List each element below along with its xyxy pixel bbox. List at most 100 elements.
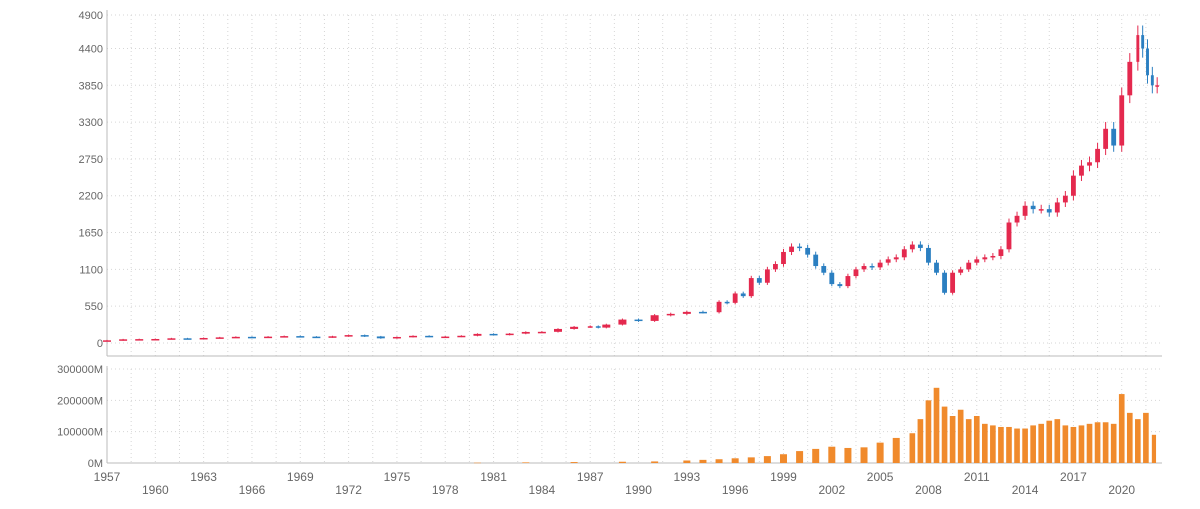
volume-bar (1086, 423, 1093, 463)
volume-bar (965, 419, 972, 463)
volume-bar (990, 425, 996, 463)
volume-bar (941, 406, 948, 463)
x-tick-label: 2020 (1108, 483, 1135, 497)
x-tick-label: 1990 (625, 483, 652, 497)
candle-body (837, 284, 843, 287)
candle-body (909, 244, 915, 250)
candle-body (135, 339, 144, 341)
volume-bar (1014, 428, 1020, 463)
x-tick-label: 2017 (1060, 470, 1087, 484)
volume-bar (715, 459, 723, 463)
candle-body (1119, 95, 1125, 146)
price-y-tick-label: 1650 (79, 228, 103, 240)
price-panel: 0 550 1100 1650 2200 2750 3300 3850 4400 4900 (79, 10, 1162, 357)
candle-body (853, 269, 859, 277)
candle-body (409, 335, 418, 338)
candle-body (732, 293, 738, 303)
candle-body (473, 333, 482, 336)
candle-body (926, 247, 931, 263)
candle-body (1155, 85, 1159, 87)
candle-body (247, 336, 256, 339)
volume-bar (1151, 434, 1157, 463)
volume-bar (957, 409, 964, 463)
candle-body (537, 331, 546, 334)
candle-body (167, 338, 176, 340)
candle-body (587, 326, 593, 328)
candle-body (441, 336, 450, 339)
candle-body (805, 247, 811, 255)
candle-body (1079, 165, 1084, 176)
volume-bar (1078, 425, 1085, 463)
candle-body (813, 254, 819, 267)
candle-body (1127, 61, 1133, 96)
volume-bar (982, 423, 988, 463)
volume-bar (651, 461, 659, 463)
volume-bar (1135, 419, 1141, 463)
volume-bar (949, 416, 956, 463)
candle-body (724, 301, 730, 304)
volume-bar (1046, 420, 1053, 463)
candle-body (344, 335, 353, 337)
candle-body (982, 257, 988, 260)
candle-body (602, 324, 611, 328)
x-tick-label: 1972 (335, 483, 362, 497)
volume-bar (763, 456, 771, 463)
x-tick-label: 1987 (577, 470, 604, 484)
volume-bar (860, 447, 868, 463)
candle-body (1030, 205, 1036, 210)
candle-body (974, 259, 980, 263)
volume-bar (1038, 423, 1045, 463)
candle-body (917, 244, 923, 248)
candle-body (119, 339, 128, 341)
x-tick-label: 1999 (770, 470, 797, 484)
candle-body (1087, 162, 1092, 166)
volume-bar (844, 447, 852, 463)
volume-bar (925, 400, 932, 463)
volume-y-tick-label: 100000M (57, 427, 103, 439)
x-tick-label: 1993 (673, 470, 700, 484)
candle-body (328, 336, 337, 338)
candle-body (789, 246, 794, 252)
candle-body (950, 272, 956, 293)
volume-bar (1062, 425, 1069, 463)
candle-body (756, 278, 762, 283)
volume-bar (747, 457, 755, 463)
candle-body (748, 278, 754, 297)
volume-y-tick-label: 0M (88, 458, 103, 470)
volume-bar (1094, 422, 1101, 463)
candle-body (893, 257, 899, 260)
candle-body (392, 336, 401, 339)
candle-body (821, 266, 827, 273)
candle-body (966, 262, 972, 270)
price-y-tick-label: 3300 (79, 117, 103, 129)
candle-body (296, 336, 305, 338)
price-y-tick-label: 550 (85, 301, 103, 313)
volume-bar (779, 454, 787, 463)
x-tick-label: 1996 (722, 483, 749, 497)
volume-bar (683, 460, 691, 463)
volume-bar (1022, 428, 1028, 463)
x-tick-label: 1978 (432, 483, 459, 497)
candle-body (457, 335, 466, 338)
volume-bar (933, 387, 940, 463)
candle-body (773, 264, 778, 270)
candle-body (360, 335, 369, 337)
x-tick-label: 2008 (915, 483, 942, 497)
volume-bar (731, 458, 739, 463)
candle-body (1136, 35, 1140, 62)
volume-bar (1006, 426, 1012, 463)
price-y-tick-label: 0 (97, 338, 103, 350)
candle-body (1095, 148, 1100, 163)
x-tick-label: 1975 (384, 470, 411, 484)
candle-body (151, 338, 160, 341)
candle-body (103, 340, 111, 342)
volume-bar (1126, 412, 1133, 463)
candle-body (505, 333, 514, 336)
candle-body (1006, 222, 1012, 250)
volume-bar (1070, 426, 1077, 463)
candle-body (764, 269, 770, 283)
candle-body (264, 336, 273, 339)
price-y-tick-label: 1100 (79, 264, 103, 276)
